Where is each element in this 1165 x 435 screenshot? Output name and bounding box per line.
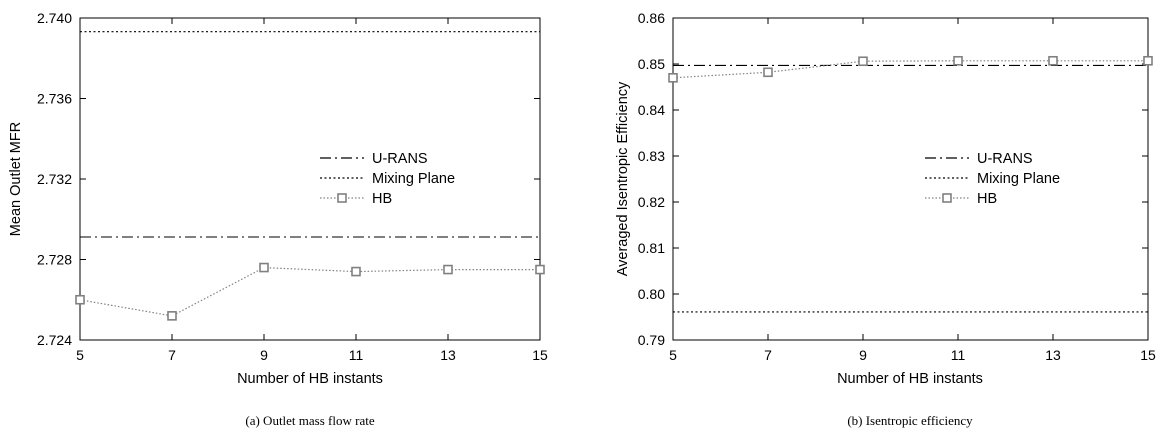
data-point-marker [535,264,545,275]
y-tick-label: 0.82 [638,194,665,210]
y-tick-label: 2.724 [37,332,72,348]
y-tick-label: 2.736 [37,91,72,107]
legend-label: HB [977,191,997,207]
legend-label: Mixing Plane [372,171,455,187]
y-tick-label: 2.728 [37,252,72,268]
legend-label: Mixing Plane [977,171,1060,187]
plot-frame [672,17,1149,341]
data-point-marker [259,262,269,273]
y-tick-label: 0.85 [638,56,665,72]
data-point-marker [443,264,453,275]
x-axis-label: Number of HB instants [837,371,983,387]
legend-label: U-RANS [372,151,428,167]
x-tick-label: 15 [532,347,548,363]
data-point-marker [1143,55,1153,66]
legend-marker [942,193,952,203]
y-tick-label: 0.80 [638,286,665,302]
figure-caption: (a) Outlet mass flow rate [245,413,374,428]
plot-frame [79,17,541,341]
series-line-2 [79,266,540,317]
x-tick-label: 13 [440,347,456,363]
y-tick-label: 0.79 [638,332,665,348]
y-tick-label: 2.740 [37,10,72,26]
data-point-marker [668,73,678,83]
x-tick-label: 11 [349,347,364,363]
legend-label: HB [372,191,392,207]
data-point-marker [858,56,868,67]
x-axis-label: Number of HB instants [237,371,383,387]
data-point-marker [953,55,963,66]
data-point-marker [167,311,177,321]
data-point-marker [351,266,361,277]
data-point-marker [75,294,85,305]
x-tick-label: 9 [260,347,268,363]
legend-marker [337,193,347,203]
y-tick-label: 0.83 [638,148,665,164]
x-tick-label: 7 [764,347,772,363]
x-tick-label: 5 [669,347,677,363]
x-tick-label: 11 [951,347,966,363]
data-point-marker [1048,55,1058,66]
x-tick-label: 9 [859,347,867,363]
x-tick-label: 5 [76,347,84,363]
y-tick-label: 0.86 [638,10,665,26]
y-tick-label: 0.84 [638,102,665,118]
y-tick-label: 2.732 [37,171,72,187]
y-axis-label: Mean Outlet MFR [8,122,24,236]
legend-label: U-RANS [977,151,1033,167]
x-tick-label: 13 [1045,347,1061,363]
figure-caption: (b) Isentropic efficiency [847,413,973,428]
x-tick-label: 7 [168,347,176,363]
data-point-marker [763,67,773,78]
y-axis-label: Averaged Isentropic Efficiency [615,81,631,276]
series-line-2 [672,60,1148,79]
y-tick-label: 0.81 [638,240,665,256]
x-tick-label: 15 [1140,347,1156,363]
chart-outlet-mfr: 5 7 9 11 13 15 2.724 2.728 2.732 2.736 2.740 Number… [8,10,548,428]
chart-isentropic-efficiency: 5 7 9 11 13 15 0.79 0.80 0.81 0.82 0.83 0.84 0.85 0.8… [615,10,1156,428]
